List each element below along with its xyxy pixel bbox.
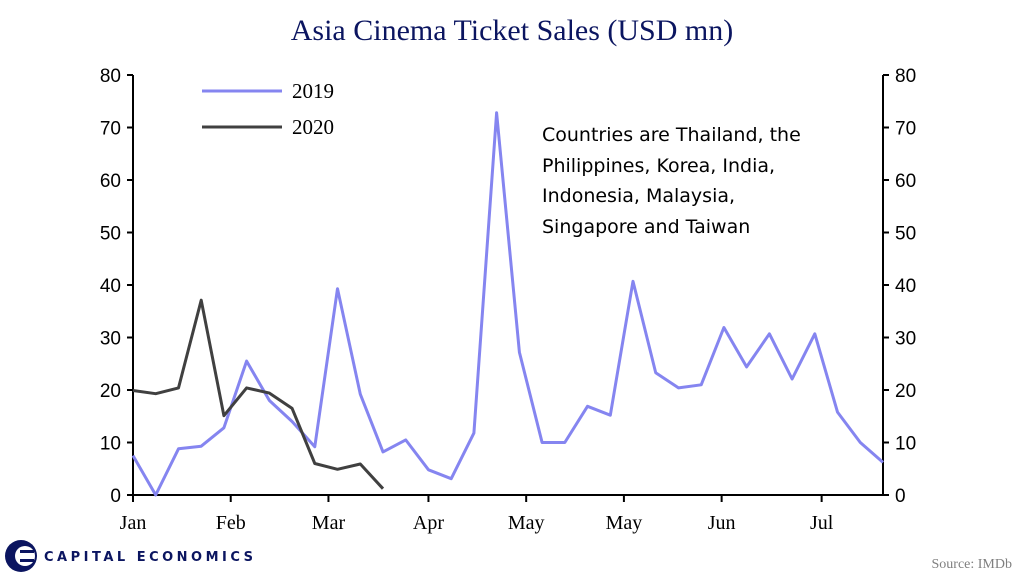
y-tick-label-right: 0 xyxy=(895,486,906,507)
y-tick-label-left: 0 xyxy=(110,486,121,507)
annotation-line: Indonesia, Malaysia, xyxy=(542,185,735,207)
y-tick-label-right: 20 xyxy=(895,381,916,402)
x-tick-label: Jul xyxy=(810,512,834,534)
y-tick-label-right: 50 xyxy=(895,224,916,245)
x-tick-label: Jun xyxy=(708,512,736,534)
y-tick-label-right: 80 xyxy=(895,66,916,87)
x-tick-label: May xyxy=(508,512,545,534)
x-tick-label: Mar xyxy=(312,512,346,534)
y-tick-label-left: 40 xyxy=(100,276,121,297)
series-line-2019 xyxy=(131,111,884,497)
y-tick-label-right: 10 xyxy=(895,434,916,455)
source-note: Source: IMDb xyxy=(932,557,1013,572)
chart-title: Asia Cinema Ticket Sales (USD mn) xyxy=(291,14,734,47)
brand-name: CAPITAL ECONOMICS xyxy=(44,550,257,565)
annotation-line: Countries are Thailand, the xyxy=(542,124,801,146)
y-tick-label-right: 40 xyxy=(895,276,916,297)
capital-economics-logo-icon xyxy=(5,540,37,572)
x-tick-label: Feb xyxy=(216,512,246,534)
y-tick-label-left: 50 xyxy=(100,224,121,245)
y-tick-label-left: 70 xyxy=(100,119,121,140)
legend-label-2019: 2019 xyxy=(292,79,334,103)
legend-label-2020: 2020 xyxy=(292,115,334,139)
y-tick-label-left: 30 xyxy=(100,329,121,350)
y-tick-label-left: 10 xyxy=(100,434,121,455)
annotation-line: Philippines, Korea, India, xyxy=(542,155,775,177)
y-tick-label-right: 30 xyxy=(895,329,916,350)
y-tick-label-right: 70 xyxy=(895,119,916,140)
y-tick-label-left: 20 xyxy=(100,381,121,402)
annotation-line: Singapore and Taiwan xyxy=(542,216,750,238)
series-line-2020 xyxy=(132,298,385,490)
y-tick-label-left: 80 xyxy=(100,66,121,87)
series-group xyxy=(131,111,884,497)
legend: 2019 2020 xyxy=(202,79,334,139)
y-tick-label-right: 60 xyxy=(895,171,916,192)
x-tick-label: Jan xyxy=(120,512,147,534)
y-tick-label-left: 60 xyxy=(100,171,121,192)
x-tick-label: May xyxy=(606,512,643,534)
annotation: Countries are Thailand, the Philippines,… xyxy=(542,124,801,238)
x-tick-label: Apr xyxy=(413,512,444,534)
